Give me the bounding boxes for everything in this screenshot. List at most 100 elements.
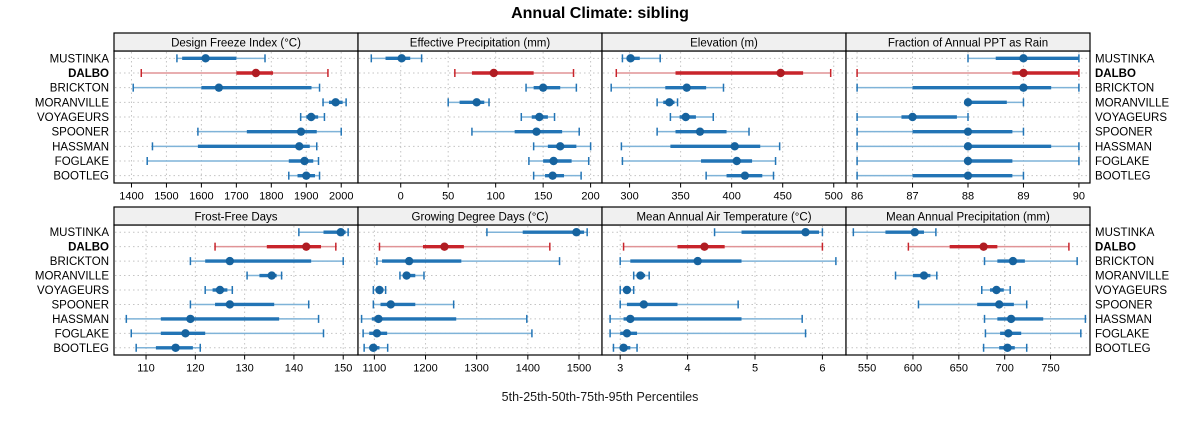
tick-label: 3	[617, 363, 623, 375]
median-dot	[214, 83, 224, 92]
station-label-right: SPOONER	[1095, 299, 1153, 311]
tick-label: 150	[534, 191, 552, 203]
median-dot	[665, 98, 674, 107]
median-dot	[801, 228, 810, 237]
tick-label: 150	[334, 363, 352, 375]
median-dot	[1008, 256, 1018, 266]
median-dot	[306, 112, 316, 122]
panel-strip	[845, 206, 1091, 226]
median-dot	[404, 256, 414, 266]
station-label-right: MUSTINKA	[1095, 227, 1155, 239]
median-dot	[619, 343, 628, 352]
tick-label: 700	[996, 363, 1014, 375]
median-dot	[919, 271, 929, 280]
panel-strip-label: Mean Annual Precipitation (mm)	[886, 212, 1050, 224]
median-dot	[532, 127, 541, 136]
panel-strip-label: Design Freeze Index (°C)	[171, 38, 301, 50]
tick-label: 1400	[516, 363, 540, 375]
panel-body	[113, 224, 359, 356]
median-dot	[693, 256, 702, 266]
median-dot	[626, 314, 635, 324]
panel-strip	[845, 32, 1091, 52]
median-dot	[372, 329, 382, 338]
station-label-left: VOYAGEURS	[37, 285, 109, 297]
median-dot	[375, 285, 384, 295]
median-dot	[963, 98, 973, 107]
tick-label: 1500	[154, 191, 178, 203]
station-label-left: FOGLAKE	[55, 328, 110, 340]
tick-label: 650	[950, 363, 968, 375]
tick-label: 300	[620, 191, 638, 203]
median-dot	[535, 112, 544, 122]
median-dot	[639, 300, 648, 309]
median-dot	[730, 142, 739, 151]
median-dot	[296, 127, 306, 136]
station-label-right: BRICKTON	[1095, 256, 1154, 268]
station-label-right: MORANVILLE	[1095, 97, 1169, 109]
station-label-left: HASSMAN	[52, 314, 109, 326]
tick-label: 130	[235, 363, 253, 375]
tick-label: 1600	[189, 191, 213, 203]
median-dot	[295, 142, 304, 151]
station-label-left: DALBO	[68, 68, 109, 80]
tick-label: 4	[685, 363, 691, 375]
median-dot	[181, 329, 190, 338]
tick-label: 1500	[567, 363, 591, 375]
median-dot	[302, 242, 311, 251]
median-dot	[556, 142, 565, 151]
station-label-right: SPOONER	[1095, 127, 1153, 139]
station-label-right: FOGLAKE	[1095, 328, 1150, 340]
tick-label: 1900	[294, 191, 318, 203]
median-dot	[963, 127, 973, 136]
median-dot	[1019, 68, 1028, 78]
tick-label: 5	[752, 363, 758, 375]
median-dot	[538, 83, 548, 92]
station-label-right: VOYAGEURS	[1095, 112, 1167, 124]
median-dot	[908, 112, 917, 122]
median-dot	[225, 256, 235, 266]
panel-strip-label: Elevation (m)	[690, 38, 758, 50]
station-label-right: VOYAGEURS	[1095, 285, 1167, 297]
median-dot	[440, 242, 449, 251]
tick-label: 88	[962, 191, 974, 203]
median-dot	[374, 314, 383, 324]
station-label-left: BRICKTON	[50, 256, 109, 268]
median-dot	[1019, 83, 1028, 92]
median-dot	[992, 285, 1001, 295]
median-dot	[386, 300, 395, 309]
station-label-right: FOGLAKE	[1095, 156, 1150, 168]
median-dot	[740, 171, 750, 180]
station-label-right: DALBO	[1095, 68, 1136, 80]
station-label-right: HASSMAN	[1095, 141, 1152, 153]
median-dot	[548, 171, 557, 180]
median-dot	[402, 271, 411, 280]
panel-strip-label: Fraction of Annual PPT as Rain	[888, 38, 1048, 50]
median-dot	[1019, 54, 1028, 63]
median-dot	[622, 285, 632, 295]
station-label-left: BOOTLEG	[53, 171, 109, 183]
median-dot	[336, 228, 345, 237]
station-label-right: DALBO	[1095, 242, 1136, 254]
station-label-left: SPOONER	[51, 299, 109, 311]
tick-label: 350	[671, 191, 689, 203]
median-dot	[572, 228, 581, 237]
tick-label: 500	[825, 191, 843, 203]
median-dot	[300, 156, 309, 166]
tick-label: 6	[819, 363, 825, 375]
panel-body	[357, 224, 603, 356]
median-dot	[549, 156, 558, 166]
median-dot	[695, 127, 705, 136]
median-dot	[732, 156, 741, 166]
station-label-left: DALBO	[68, 242, 109, 254]
median-dot	[472, 98, 481, 107]
panel-strip-label: Effective Precipitation (mm)	[410, 38, 551, 50]
station-label-left: MUSTINKA	[50, 227, 110, 239]
median-dot	[681, 112, 690, 122]
median-dot	[1006, 314, 1016, 324]
station-label-left: VOYAGEURS	[37, 112, 109, 124]
tick-label: 1700	[224, 191, 248, 203]
panel-strip-label: Mean Annual Air Temperature (°C)	[636, 212, 811, 224]
median-dot	[910, 228, 919, 237]
tick-label: 1400	[119, 191, 143, 203]
